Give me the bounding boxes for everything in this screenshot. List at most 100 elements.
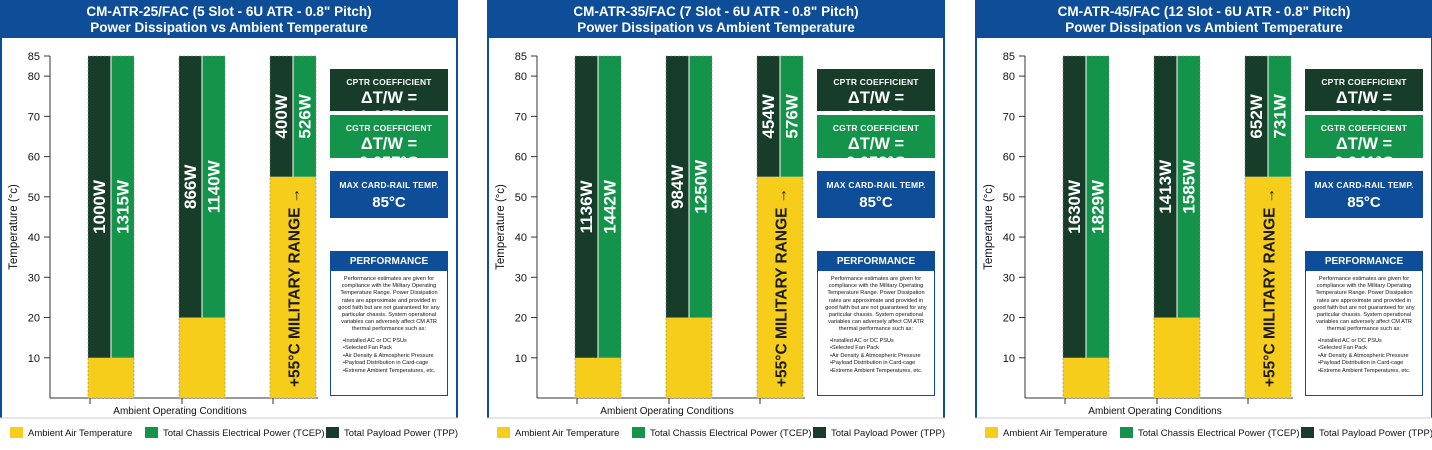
legend-swatch-ambient [10,427,23,438]
bar-tcep [111,56,134,358]
performance-item: Selected Fan Pack [343,345,447,353]
bar-ambient [88,357,134,398]
bar-ambient [1063,357,1109,398]
bar-group-outline [665,55,713,399]
cgtr-value: ΔT/W = 0.041°C [1334,135,1394,172]
y-tick-label: 70 [28,111,40,123]
y-tick-label: 40 [1003,232,1015,244]
cgtr-coefficient-box: CGTR COEFFICIENT ΔT/W = 0.057°C [330,115,448,172]
legend-swatch-tcep [145,427,158,438]
y-tick-label: 85 [1003,51,1015,63]
performance-item: Installed AC or DC PSUs [1318,338,1422,346]
cgtr-value: ΔT/W = 0.052°C [846,135,906,172]
performance-box: PERFORMANCE Performance estimates are gi… [330,251,448,396]
max-card-rail-temp-box: MAX CARD-RAIL TEMP. 85°C [1305,171,1423,218]
legend-label-ambient: Ambient Air Temperature [28,428,133,439]
max-temp-label: MAX CARD-RAIL TEMP. [1314,180,1414,190]
data-label-tpp: 400W [272,93,291,138]
y-axis-title: Temperature (°c) [495,184,507,270]
bar-group-outline [269,55,317,399]
performance-text: Performance estimates are given for comp… [1313,276,1415,333]
cgtr-label: CGTR COEFFICIENT [1320,123,1408,133]
performance-item: Air Density & Atmospheric Pressure [1318,353,1422,361]
bar-tpp [757,56,780,177]
bar-tcep [1177,56,1200,318]
bar-tcep [598,56,621,358]
legend-swatch-ambient [497,427,510,438]
bar-tpp [666,56,689,318]
cptr-label: CPTR COEFFICIENT [1321,77,1407,87]
bar-ambient [179,317,225,398]
performance-item: Installed AC or DC PSUs [830,338,934,346]
performance-item: Air Density & Atmospheric Pressure [830,353,934,361]
chart-header: CM-ATR-25/FAC (5 Slot - 6U ATR - 0.8" Pi… [0,0,458,38]
cptr-label: CPTR COEFFICIENT [346,77,432,87]
performance-text: Performance estimates are given for comp… [338,276,440,333]
y-tick-label: 80 [1003,71,1015,83]
y-tick-label: 20 [28,313,40,325]
cptr-coefficient-box: CPTR COEFFICIENT ΔT/W = 0.075°C [330,69,448,126]
chart-panel-cm-atr-45: 10 20 30 40 50 60 70 80 85 Temperature (°c) Ambien… [975,0,1432,450]
cptr-label: CPTR COEFFICIENT [833,77,919,87]
data-label-tcep: 1315W [114,179,133,234]
y-tick-label: 60 [1003,152,1015,164]
performance-item: Extreme Ambient Temperatures, etc. [343,368,447,376]
legend-swatch-ambient [985,427,998,438]
data-label-tcep: 526W [296,93,315,138]
chart-panel-cm-atr-25: 10 20 30 40 50 60 70 80 85 Temperature (°c) Ambien… [0,0,458,450]
chart-subtitle: Power Dissipation vs Ambient Temperature [1065,20,1343,35]
legend-label-ambient: Ambient Air Temperature [515,428,620,439]
legend-label-tpp: Total Payload Power (TPP) [1319,428,1432,439]
legend-label-tcep: Total Chassis Electrical Power (TCEP) [650,428,812,439]
bar-tcep [1268,56,1291,177]
y-tick-label: 85 [28,51,40,63]
x-axis-title: Ambient Operating Conditions [600,406,733,417]
data-label-tcep: 1250W [692,159,711,214]
chart-title: CM-ATR-45/FAC (12 Slot - 6U ATR - 0.8" P… [1057,4,1351,19]
cgtr-label: CGTR COEFFICIENT [345,123,433,133]
x-axis-title: Ambient Operating Conditions [1088,406,1221,417]
legend-label-tcep: Total Chassis Electrical Power (TCEP) [163,428,325,439]
bar-ambient [270,176,316,398]
y-tick-label: 20 [1003,313,1015,325]
bar-tpp [88,56,111,358]
performance-list: Installed AC or DC PSUs Selected Fan Pac… [818,338,934,376]
legend-label-tpp: Total Payload Power (TPP) [344,428,459,439]
data-label-tcep: 1829W [1089,179,1108,234]
data-label-tcep: 576W [783,93,802,138]
legend-swatch-tpp [1301,427,1314,438]
bar-tpp [1063,56,1086,358]
performance-text: Performance estimates are given for comp… [825,276,927,333]
performance-list: Installed AC or DC PSUs Selected Fan Pac… [1306,338,1422,376]
y-tick-label: 70 [1003,111,1015,123]
bar-tpp [575,56,598,358]
performance-title: PERFORMANCE [1306,252,1422,271]
cgtr-coefficient-box: CGTR COEFFICIENT ΔT/W = 0.041°C [1305,115,1423,172]
bar-tcep [202,56,225,318]
bar-tcep [1086,56,1109,358]
performance-title: PERFORMANCE [331,252,447,271]
max-card-rail-temp-box: MAX CARD-RAIL TEMP. 85°C [330,171,448,218]
y-tick-label: 10 [515,353,527,365]
legend-swatch-tpp [813,427,826,438]
bar-group-outline [574,55,622,399]
performance-item: Extreme Ambient Temperatures, etc. [1318,368,1422,376]
y-tick-label: 40 [28,232,40,244]
bar-tcep [780,56,803,177]
max-temp-value: 85°C [372,194,406,211]
chart-plot: 10 20 30 40 50 60 70 80 85 Temperature (°c) Ambien… [487,38,945,419]
y-tick-label: 20 [515,313,527,325]
legend-label-ambient: Ambient Air Temperature [1003,428,1108,439]
bar-ambient [1154,317,1200,398]
cptr-coefficient-box: CPTR COEFFICIENT ΔT/W = 0.066°C [817,69,935,126]
bar-tpp [179,56,202,318]
y-axis-title: Temperature (°c) [983,184,995,270]
chart-legend: Ambient Air Temperature Total Chassis El… [983,425,1432,445]
military-range-label: +55°C MILITARY RANGE → [1262,188,1279,387]
chart-header: CM-ATR-45/FAC (12 Slot - 6U ATR - 0.8" P… [975,0,1432,38]
chart-panel-cm-atr-35: 10 20 30 40 50 60 70 80 85 Temperature (°c) Ambien… [487,0,945,450]
bar-tpp [1245,56,1268,177]
bar-group-outline [756,55,804,399]
chart-plot: 10 20 30 40 50 60 70 80 85 Temperature (°c) Ambien… [0,38,458,419]
performance-box: PERFORMANCE Performance estimates are gi… [817,251,935,396]
